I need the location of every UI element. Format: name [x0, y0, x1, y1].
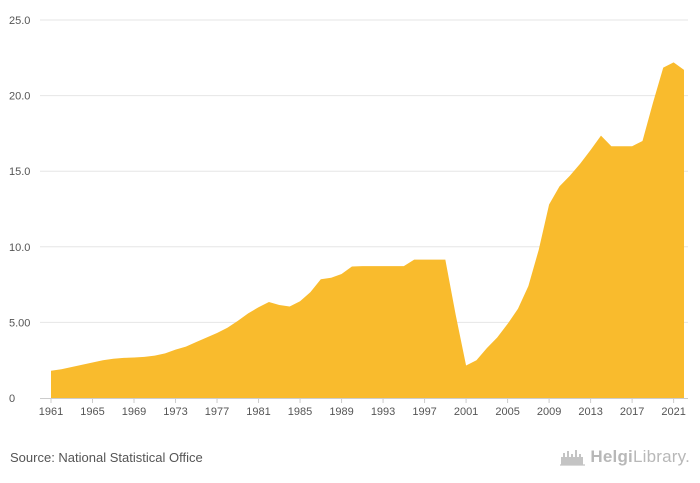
- x-tick-label: 1973: [163, 406, 187, 418]
- y-tick-label: 20.0: [9, 91, 30, 103]
- x-tick-label: 1965: [80, 406, 104, 418]
- y-tick-label: 25.0: [9, 15, 30, 27]
- x-tick-label: 2017: [620, 406, 644, 418]
- brand-bold: Helgi: [590, 447, 633, 466]
- y-tick-label: 10.0: [9, 242, 30, 254]
- x-tick-label: 2009: [537, 406, 561, 418]
- x-tick-label: 1969: [122, 406, 146, 418]
- x-tick-label: 2021: [661, 406, 685, 418]
- x-tick-label: 1985: [288, 406, 312, 418]
- skyline-icon: [560, 450, 586, 466]
- y-tick-label: 5.00: [9, 317, 30, 329]
- helgi-library-logo: HelgiLibrary.: [560, 447, 690, 467]
- x-tick-label: 1993: [371, 406, 395, 418]
- y-tick-label: 15.0: [9, 166, 30, 178]
- x-tick-label: 1977: [205, 406, 229, 418]
- series-area: [51, 62, 684, 398]
- area-chart: 0 5.00 10.0 15.0 20.0 25.0 1961 1965 1969 1973 197…: [9, 15, 688, 418]
- y-tick-label: 0: [9, 393, 15, 405]
- x-tick-label: 1997: [412, 406, 436, 418]
- x-tick-label: 1961: [39, 406, 63, 418]
- plot-area: [51, 62, 684, 398]
- brand-light: Library.: [632, 447, 690, 466]
- x-tick-label: 2001: [454, 406, 478, 418]
- x-tick-label: 1989: [329, 406, 353, 418]
- x-tick-label: 2013: [578, 406, 602, 418]
- x-tick-label: 2005: [495, 406, 519, 418]
- axes: 0 5.00 10.0 15.0 20.0 25.0 1961 1965 1969 1973 197…: [9, 15, 688, 418]
- x-tick-label: 1981: [246, 406, 270, 418]
- source-note: Source: National Statistical Office: [10, 450, 203, 465]
